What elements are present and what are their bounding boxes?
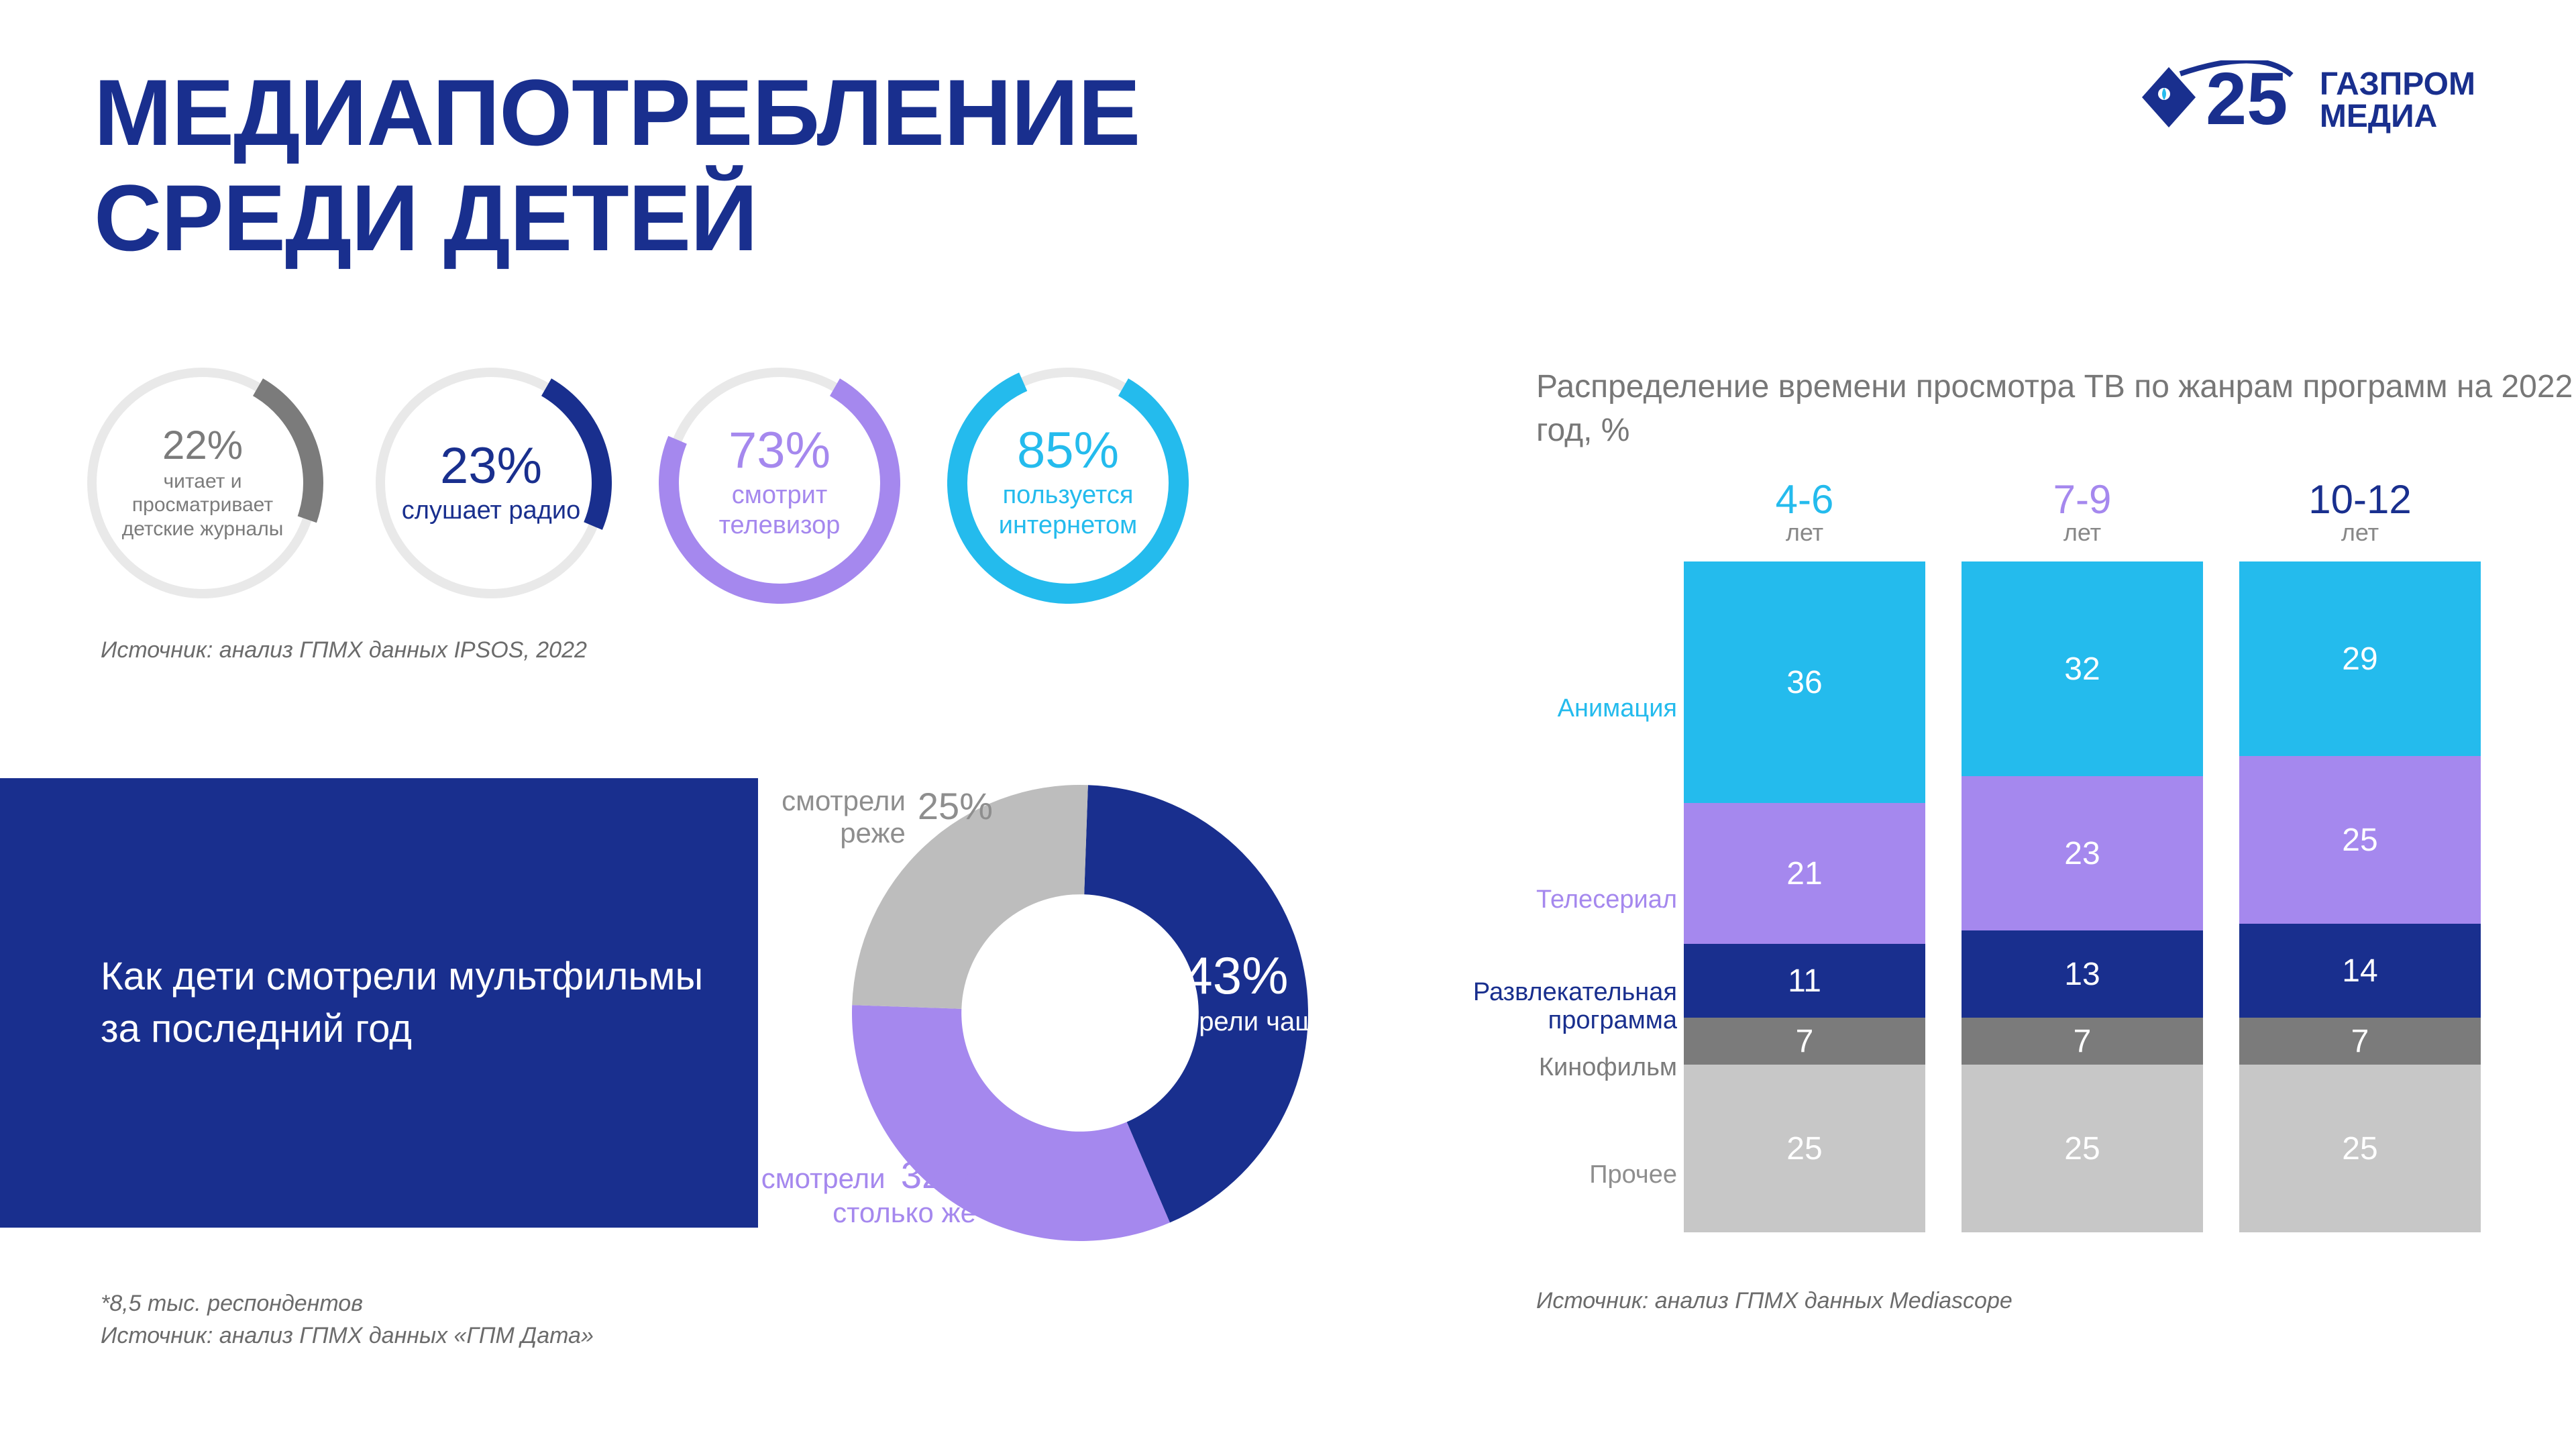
bar-segment: 7 xyxy=(1684,1018,1925,1065)
bar-segment: 25 xyxy=(1684,1065,1925,1232)
bar-segment: 13 xyxy=(1962,930,2203,1018)
bar-segment: 25 xyxy=(2239,1065,2481,1232)
bar-column-0: 4-6лет 362111725 xyxy=(1684,476,1925,1232)
bar-segment: 14 xyxy=(2239,924,2481,1018)
donut-source-line2: Источник: анализ ГПМХ данных «ГПМ Дата» xyxy=(101,1320,594,1352)
bar-segment: 29 xyxy=(2239,561,2481,756)
donut-title-box: Как дети смотрели мультфильмы за последн… xyxy=(0,778,758,1228)
gauge-label: слушает радио xyxy=(402,496,580,526)
bar-segment: 7 xyxy=(1962,1018,2203,1065)
logo-mark-icon: 25 xyxy=(2139,60,2300,141)
bar-column-header: 10-12лет xyxy=(2239,476,2481,547)
bars-category-labels: Анимация Телесериал Развлекательнаяпрограм… xyxy=(1382,589,1677,1260)
logo-text-line2: МЕДИА xyxy=(2320,101,2475,133)
bar-column-2: 10-12лет292514725 xyxy=(2239,476,2481,1232)
stacked-bars: 4-6лет3621117257-9лет32231372510-12лет29… xyxy=(1684,476,2482,1232)
gauge-1: 23% слушает радио xyxy=(370,362,612,604)
bar-category-label: Кинофильм xyxy=(1539,1054,1677,1082)
bar-segment: 25 xyxy=(1962,1065,2203,1232)
donut-source-note: *8,5 тыс. респондентов Источник: анализ … xyxy=(101,1288,594,1352)
gauge-pct: 73% xyxy=(729,425,830,476)
donut-source-line1: *8,5 тыс. респондентов xyxy=(101,1288,594,1320)
bar-stack: 292514725 xyxy=(2239,561,2481,1232)
donut-label-same: смотрели 32%столько же xyxy=(708,1154,976,1230)
logo-text: ГАЗПРОМ МЕДИА xyxy=(2320,68,2475,133)
bars-title: Распределение времени просмотра ТВ по жа… xyxy=(1536,366,2576,453)
donut-label-less: смотрелиреже25% xyxy=(731,785,993,850)
brand-logo: 25 ГАЗПРОМ МЕДИА xyxy=(2139,60,2475,141)
gauge-pct: 23% xyxy=(440,441,542,492)
bar-stack: 322313725 xyxy=(1962,561,2203,1232)
infographic-page: МЕДИАПОТРЕБЛЕНИЕ СРЕДИ ДЕТЕЙ 25 ГАЗПРОМ … xyxy=(0,0,2576,1449)
bar-category-label: Прочее xyxy=(1589,1161,1677,1189)
title-line1: МЕДИАПОТРЕБЛЕНИЕ xyxy=(94,60,1140,166)
page-title: МЕДИАПОТРЕБЛЕНИЕ СРЕДИ ДЕТЕЙ xyxy=(94,60,1140,271)
bar-columns: 4-6лет3621117257-9лет32231372510-12лет29… xyxy=(1684,476,2482,1232)
gauge-label: смотрит телевизор xyxy=(682,480,877,541)
gauge-pct: 85% xyxy=(1017,425,1119,476)
bar-category-label: Развлекательнаяпрограмма xyxy=(1473,979,1677,1035)
gauge-label: пользуется интернетом xyxy=(970,480,1166,541)
bar-segment: 7 xyxy=(2239,1018,2481,1065)
donut-title-text: Как дети смотрели мультфильмы за последн… xyxy=(101,951,718,1056)
donut-chart: 43%смотрели чащесмотрели 32%столько жесм… xyxy=(765,724,1342,1301)
gauge-source-note: Источник: анализ ГПМХ данных IPSOS, 2022 xyxy=(101,637,587,663)
gauge-row: 22% читает и просматривает детские журна… xyxy=(82,362,1189,604)
bar-segment: 32 xyxy=(1962,561,2203,776)
title-line2: СРЕДИ ДЕТЕЙ xyxy=(94,166,1140,271)
bar-stack: 362111725 xyxy=(1684,561,1925,1232)
bar-category-label: Телесериал xyxy=(1536,886,1677,914)
bar-column-header: 4-6лет xyxy=(1684,476,1925,547)
bar-column-1: 7-9лет 322313725 xyxy=(1962,476,2203,1232)
logo-text-line1: ГАЗПРОМ xyxy=(2320,68,2475,101)
bar-segment: 23 xyxy=(1962,776,2203,930)
gauge-label: читает и просматривает детские журналы xyxy=(105,470,301,541)
svg-text:25: 25 xyxy=(2206,60,2288,140)
gauge-0: 22% читает и просматривает детские журна… xyxy=(82,362,323,604)
bar-segment: 25 xyxy=(2239,756,2481,924)
gauge-pct: 22% xyxy=(162,425,243,466)
bar-category-label: Анимация xyxy=(1558,695,1677,723)
bar-segment: 21 xyxy=(1684,803,1925,944)
gauge-2: 73% смотрит телевизор xyxy=(659,362,900,604)
donut-label-more: 43%смотрели чаще xyxy=(1140,946,1332,1037)
bar-segment: 36 xyxy=(1684,561,1925,803)
bar-segment: 11 xyxy=(1684,944,1925,1018)
bar-column-header: 7-9лет xyxy=(1962,476,2203,547)
bars-source-note: Источник: анализ ГПМХ данных Mediascope xyxy=(1536,1288,2012,1314)
gauge-3: 85% пользуется интернетом xyxy=(947,362,1189,604)
